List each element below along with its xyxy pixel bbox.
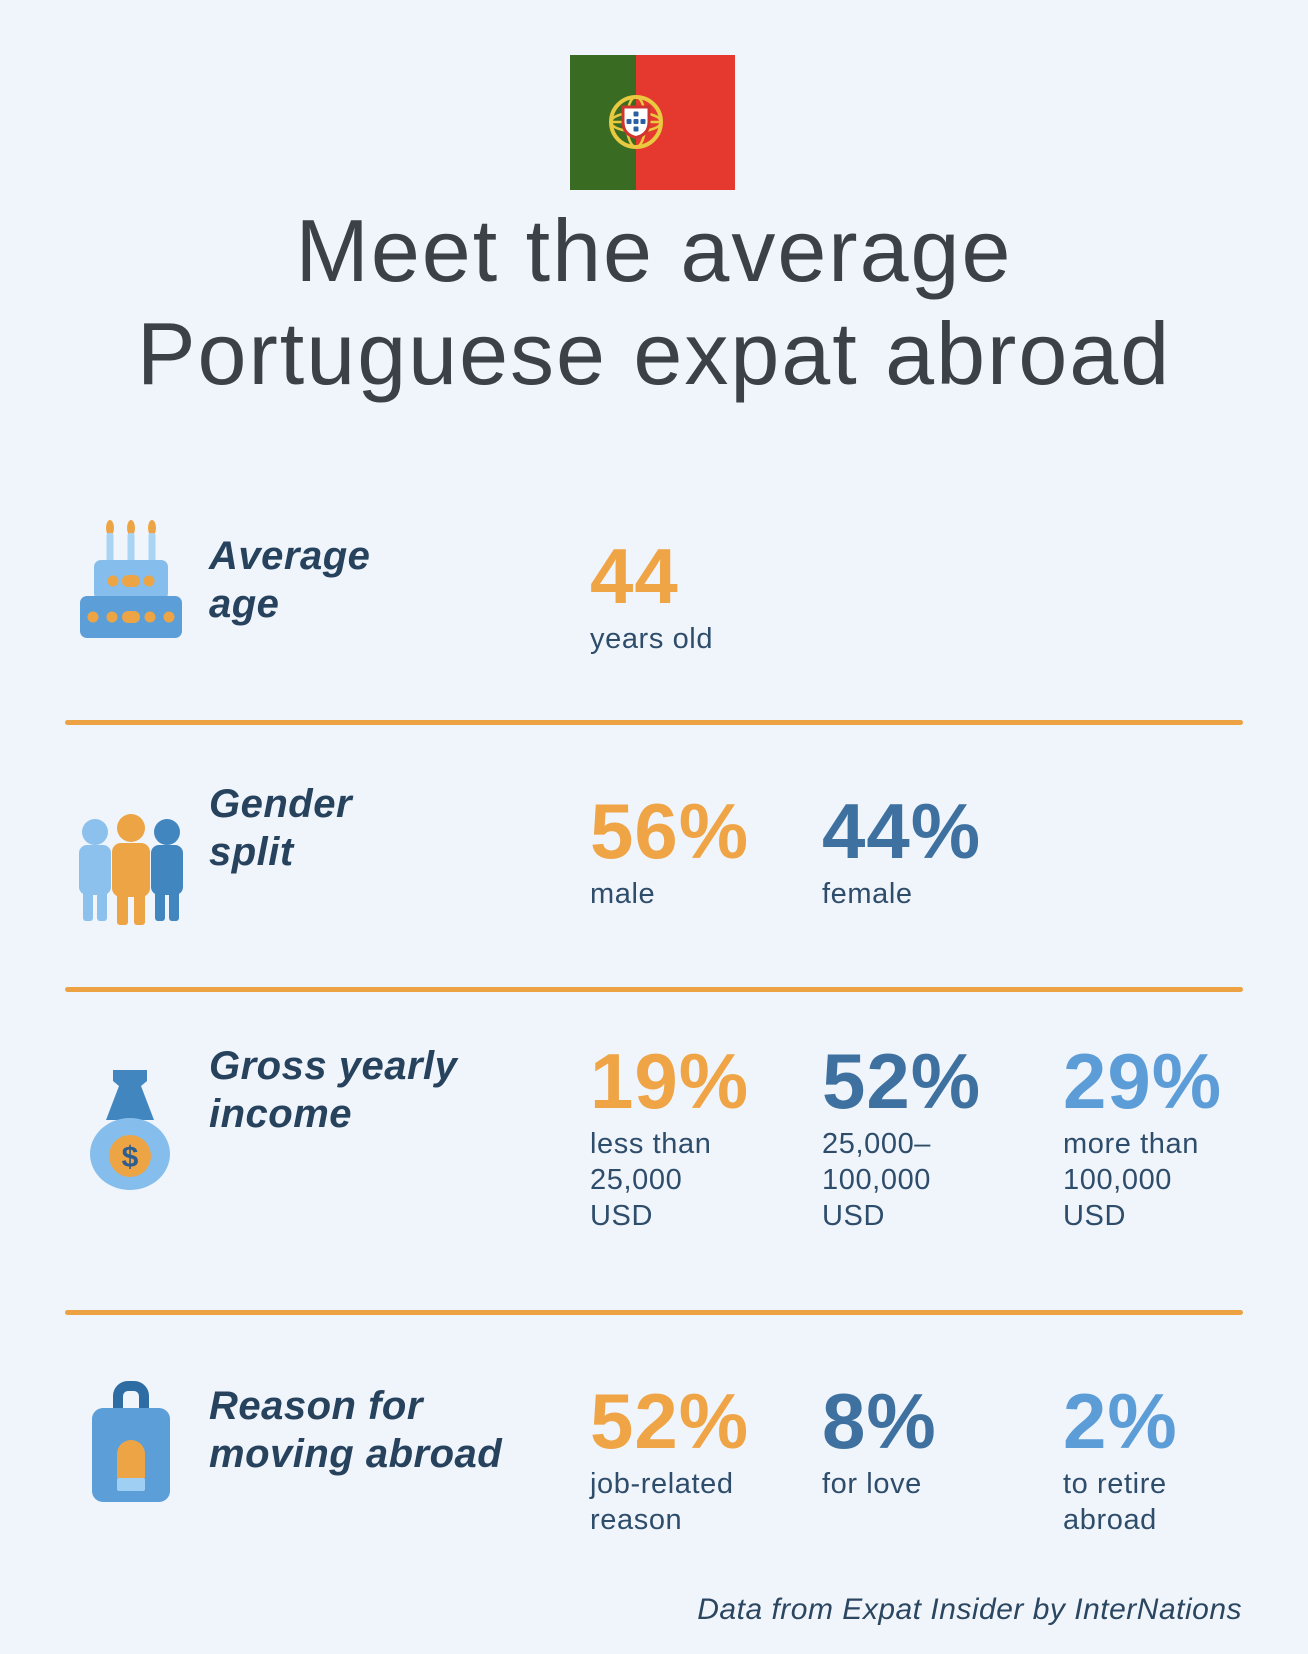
svg-text:$: $ [122, 1141, 139, 1174]
row-label-gross-yearly-income: Gross yearly income [209, 1044, 458, 1136]
stat-label: more than 100,000 USD [1063, 1128, 1199, 1232]
page-title: Meet the average Portuguese expat abroad [0, 200, 1308, 406]
divider-1 [65, 720, 1243, 725]
stat-value: 56% [590, 787, 750, 875]
row-reason-for-moving: Reason for moving abroad 52% job-related… [65, 1380, 1243, 1538]
stat-value: 44 [590, 532, 679, 620]
data-source-credit: Data from Expat Insider by InterNations [697, 1593, 1242, 1626]
stat-label: job-related reason [590, 1468, 734, 1536]
divider-2 [65, 987, 1243, 992]
stat-value: 29% [1063, 1037, 1223, 1125]
row-label-gender-split: Gender split [209, 782, 353, 874]
stat-label: less than 25,000 USD [590, 1128, 712, 1232]
stat-income-high: 29% more than 100,000 USD [1063, 1040, 1243, 1234]
row-label-reason-for-moving: Reason for moving abroad [209, 1384, 503, 1476]
stat-label: years old [590, 623, 714, 655]
row-label-average-age: Average age [209, 534, 371, 626]
page-title-line-1: Meet the average [295, 201, 1013, 300]
divider-3 [65, 1310, 1243, 1315]
stat-value: 44% [822, 787, 982, 875]
stat-female: 44% female [822, 790, 1063, 912]
stat-value: 52% [822, 1037, 982, 1125]
row-gender-split: Gender split 56% male 44% female [65, 763, 1243, 925]
stat-label: male [590, 878, 656, 910]
stat-label: 25,000– 100,000 USD [822, 1128, 932, 1232]
stat-retire-abroad: 2% to retire abroad [1063, 1380, 1243, 1538]
stat-income-mid: 52% 25,000– 100,000 USD [822, 1040, 1063, 1234]
stat-value: 19% [590, 1037, 750, 1125]
birthday-cake-icon [65, 520, 209, 638]
portugal-flag-icon [570, 55, 735, 190]
row-gross-yearly-income: $ Gross yearly income 19% less than 25,0… [65, 1040, 1243, 1234]
people-icon [65, 763, 209, 925]
suitcase-icon [65, 1380, 209, 1502]
stat-for-love: 8% for love [822, 1380, 1063, 1502]
stat-value: 2% [1063, 1377, 1178, 1465]
stat-value: 8% [822, 1377, 937, 1465]
row-average-age: Average age 44 years old [65, 520, 1243, 657]
stat-job-related: 52% job-related reason [590, 1380, 822, 1538]
stat-label: female [822, 878, 913, 910]
stat-label: to retire abroad [1063, 1468, 1167, 1536]
portugal-flag-graphic [570, 55, 735, 190]
stat-value: 52% [590, 1377, 750, 1465]
stat-male: 56% male [590, 790, 822, 912]
page-title-line-2: Portuguese expat abroad [136, 303, 1172, 403]
stat-income-low: 19% less than 25,000 USD [590, 1040, 822, 1234]
money-bag-icon: $ [65, 1040, 209, 1190]
stat-average-age: 44 years old [590, 535, 822, 657]
stat-label: for love [822, 1468, 922, 1500]
